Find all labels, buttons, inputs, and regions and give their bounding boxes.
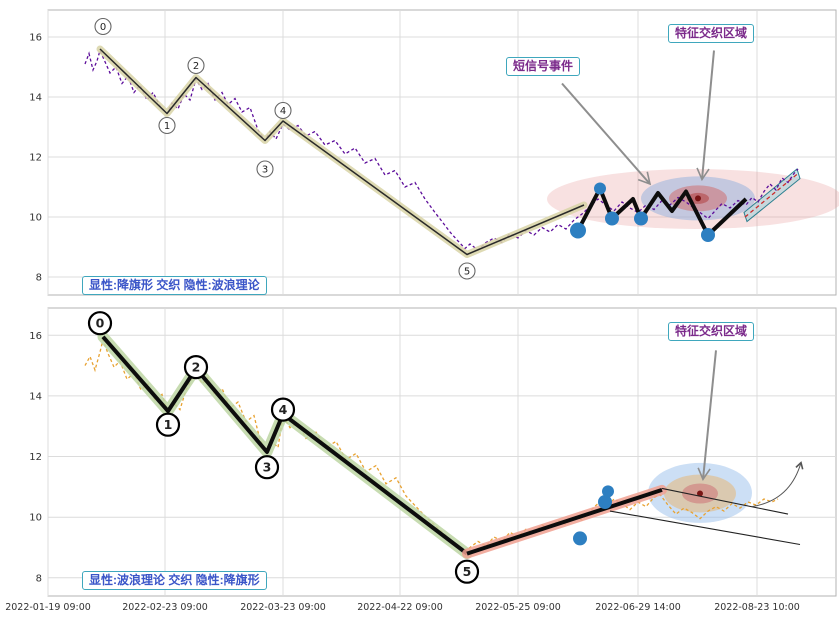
callout-arrow	[697, 350, 717, 481]
wave-marker-label: 5	[464, 267, 470, 278]
panel-border	[47, 9, 837, 296]
legend-bottom: 显性:波浪理论 交织 隐性:降旗形	[82, 571, 267, 590]
trend-line-upper	[661, 487, 789, 515]
wave-marker-label: 2	[192, 360, 201, 375]
signal-dot	[598, 495, 612, 509]
signal-dot	[634, 211, 648, 226]
callout-feature-zone-bottom: 特征交织区域	[668, 322, 755, 341]
wave-marker-3	[254, 455, 280, 480]
callout-arrow	[696, 50, 715, 182]
wave-marker-label: 4	[279, 402, 288, 417]
y-tick-label: 8	[36, 273, 42, 284]
wave-marker-4	[270, 397, 296, 422]
wave-marker-label: 0	[100, 22, 106, 33]
wave-marker-label: 5	[463, 564, 472, 579]
wave-marker-3	[256, 160, 274, 178]
wave-marker-1	[155, 412, 181, 437]
wave-marker-label: 0	[96, 316, 105, 331]
wave-line-0-5	[101, 335, 469, 556]
wave-marker-label: 3	[263, 460, 272, 475]
y-tick-label: 14	[29, 391, 42, 402]
trend-line-lower	[609, 510, 801, 546]
wave-marker-2	[187, 56, 205, 75]
wave-marker-label: 2	[193, 61, 199, 72]
wave-marker-5	[458, 262, 476, 280]
flag-zigzag	[576, 186, 748, 237]
signal-dot	[605, 211, 619, 226]
wave-marker-0	[87, 311, 113, 336]
signal-dot	[570, 222, 586, 239]
y-tick-label: 8	[36, 573, 42, 584]
wave-marker-4	[274, 101, 292, 120]
y-tick-label: 14	[29, 93, 42, 104]
projection-channel	[743, 168, 801, 223]
density-center-dot	[695, 195, 701, 202]
wave-marker-1	[158, 116, 176, 135]
y-tick-label: 12	[29, 452, 42, 463]
projection-arrow	[751, 461, 804, 508]
y-tick-label: 12	[29, 153, 42, 164]
y-tick-label: 10	[29, 213, 42, 224]
wave-marker-2	[183, 355, 209, 380]
wave-marker-label: 3	[262, 165, 268, 176]
signal-dot	[594, 182, 606, 195]
callout-signal-event: 短信号事件	[506, 57, 581, 76]
wave-marker-label: 1	[164, 121, 170, 132]
signal-dot	[701, 228, 715, 242]
y-tick-label: 16	[29, 331, 42, 342]
density-center-dot	[697, 490, 703, 497]
wave-marker-0	[94, 17, 112, 36]
x-tick-label: 2022-06-29 14:00	[595, 602, 681, 613]
wave-line-5-up	[466, 487, 663, 556]
wave-marker-label: 4	[280, 106, 286, 117]
x-tick-label: 2022-04-22 09:00	[357, 602, 443, 613]
wave-marker-label: 1	[164, 417, 173, 432]
callout-arrow	[561, 82, 652, 186]
wave-marker-5	[454, 559, 480, 584]
y-tick-label: 10	[29, 513, 42, 524]
x-tick-label: 2022-03-23 09:00	[240, 602, 326, 613]
x-tick-label: 2022-08-23 10:00	[714, 602, 800, 613]
signal-dot	[573, 531, 587, 546]
y-tick-label: 16	[29, 33, 42, 44]
projection-midline	[744, 172, 799, 218]
x-tick-label: 2022-01-19 09:00	[5, 602, 91, 613]
x-tick-label: 2022-02-23 09:00	[122, 602, 208, 613]
callout-feature-zone-top: 特征交织区域	[668, 24, 755, 43]
panel-border	[47, 307, 837, 597]
legend-top: 显性:降旗形 交织 隐性:波浪理论	[82, 276, 267, 295]
x-tick-label: 2022-05-25 09:00	[475, 602, 561, 613]
wave-line-0-5	[99, 48, 585, 256]
signal-dot	[602, 485, 614, 498]
